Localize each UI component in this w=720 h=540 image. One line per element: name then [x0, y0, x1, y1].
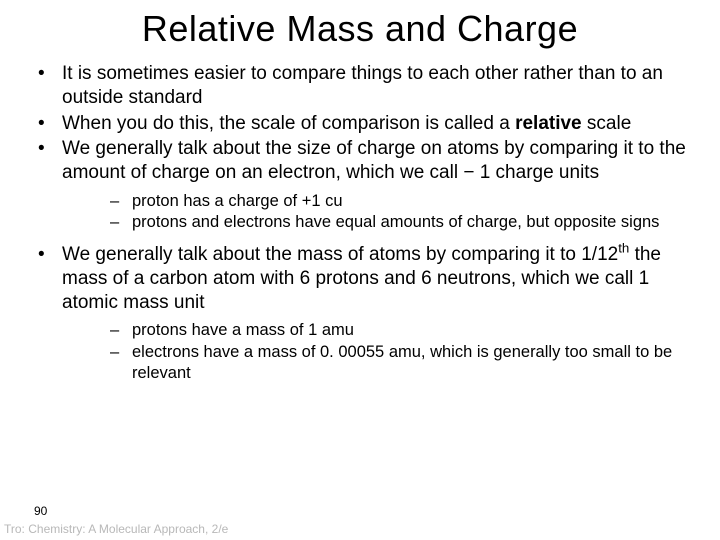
sub-bullet-text: electrons have a mass of 0. 00055 amu, w… — [132, 343, 672, 382]
bullet-text-bold: relative — [515, 113, 582, 134]
bullet-text-prefix: We generally talk about the mass of atom… — [62, 244, 618, 265]
page-number: 90 — [34, 504, 47, 518]
slide-content: Relative Mass and Charge It is sometimes… — [0, 0, 720, 383]
footer-citation: Tro: Chemistry: A Molecular Approach, 2/… — [4, 522, 228, 536]
bullet-text: It is sometimes easier to compare things… — [62, 63, 663, 108]
bullet-text: We generally talk about the size of char… — [62, 138, 686, 183]
superscript: th — [618, 241, 629, 256]
bullet-item: It is sometimes easier to compare things… — [20, 62, 700, 110]
sub-bullet-item: protons have a mass of 1 amu — [62, 320, 700, 341]
bullet-list: It is sometimes easier to compare things… — [20, 62, 700, 383]
bullet-text-suffix: scale — [582, 113, 632, 134]
sub-bullet-list: proton has a charge of +1 cu protons and… — [62, 191, 700, 233]
bullet-item: We generally talk about the size of char… — [20, 137, 700, 233]
sub-bullet-item: proton has a charge of +1 cu — [62, 191, 700, 212]
bullet-item: When you do this, the scale of compariso… — [20, 112, 700, 136]
bullet-text-prefix: When you do this, the scale of compariso… — [62, 113, 515, 134]
slide-title: Relative Mass and Charge — [20, 8, 700, 50]
bullet-item: We generally talk about the mass of atom… — [20, 243, 700, 383]
sub-bullet-text: protons have a mass of 1 amu — [132, 321, 354, 339]
sub-bullet-item: protons and electrons have equal amounts… — [62, 212, 700, 233]
sub-bullet-list: protons have a mass of 1 amu electrons h… — [62, 320, 700, 383]
sub-bullet-text: protons and electrons have equal amounts… — [132, 213, 659, 231]
sub-bullet-text: proton has a charge of +1 cu — [132, 192, 343, 210]
sub-bullet-item: electrons have a mass of 0. 00055 amu, w… — [62, 342, 700, 383]
